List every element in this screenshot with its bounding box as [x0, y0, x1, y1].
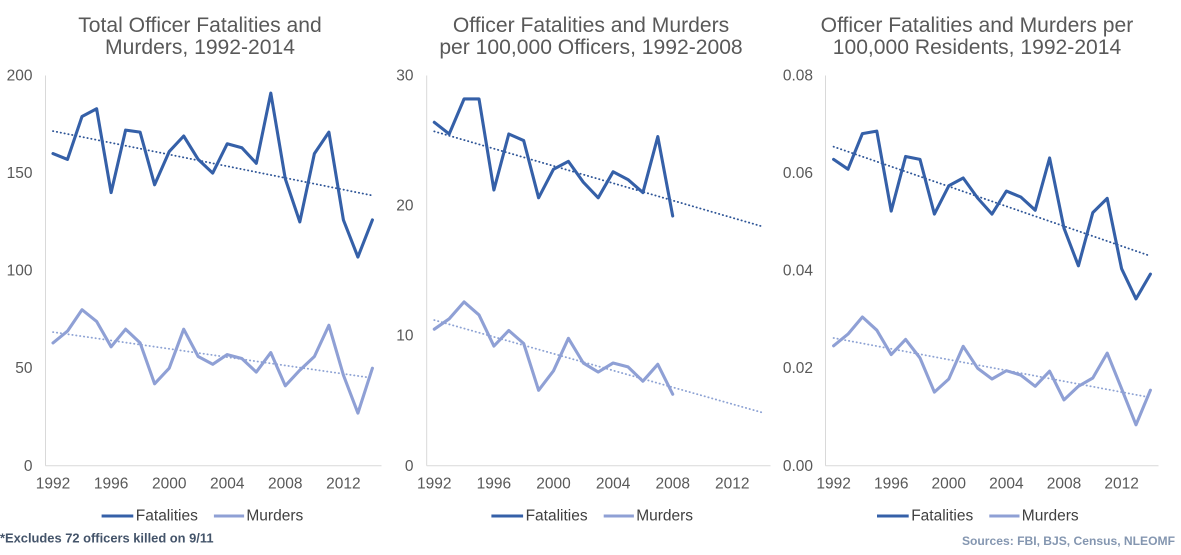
svg-text:Sources: FBI, BJS, Census, NLE: Sources: FBI, BJS, Census, NLEOMF [962, 534, 1175, 548]
svg-text:Fatalities: Fatalities [526, 507, 588, 524]
svg-text:150: 150 [7, 165, 33, 182]
svg-text:2000: 2000 [932, 476, 967, 493]
svg-text:0.00: 0.00 [783, 458, 814, 475]
svg-text:Murders: Murders [246, 507, 303, 524]
svg-text:30: 30 [396, 68, 414, 85]
svg-text:100: 100 [7, 263, 33, 280]
svg-text:1996: 1996 [874, 476, 908, 493]
svg-text:0.06: 0.06 [783, 165, 813, 182]
svg-text:Total Officer Fatalities and: Total Officer Fatalities and [78, 14, 321, 37]
svg-text:100,000 Residents, 1992-2014: 100,000 Residents, 1992-2014 [833, 36, 1122, 59]
svg-text:per 100,000 Officers, 1992-200: per 100,000 Officers, 1992-2008 [439, 36, 742, 59]
svg-text:2000: 2000 [536, 476, 571, 493]
svg-text:2000: 2000 [152, 476, 187, 493]
svg-text:1996: 1996 [477, 476, 511, 493]
svg-text:2012: 2012 [326, 476, 360, 493]
svg-text:2004: 2004 [210, 476, 245, 493]
svg-text:0: 0 [405, 458, 414, 475]
svg-text:Murders: Murders [636, 507, 693, 524]
svg-text:1996: 1996 [94, 476, 128, 493]
svg-text:2004: 2004 [596, 476, 631, 493]
svg-text:2008: 2008 [1047, 476, 1081, 493]
svg-text:Murders: Murders [1022, 507, 1079, 524]
svg-text:200: 200 [7, 68, 33, 85]
svg-text:1992: 1992 [816, 476, 850, 493]
svg-text:1992: 1992 [417, 476, 451, 493]
svg-text:Officer Fatalities and Murders: Officer Fatalities and Murders [453, 14, 729, 37]
svg-text:10: 10 [396, 328, 414, 345]
svg-text:Murders, 1992-2014: Murders, 1992-2014 [105, 36, 295, 59]
svg-text:0: 0 [24, 458, 33, 475]
svg-text:0.08: 0.08 [783, 68, 813, 85]
svg-text:Officer Fatalities and Murders: Officer Fatalities and Murders per [821, 14, 1134, 37]
svg-text:0.02: 0.02 [783, 360, 813, 377]
svg-text:Fatalities: Fatalities [136, 507, 198, 524]
svg-text:20: 20 [396, 198, 414, 215]
svg-text:Fatalities: Fatalities [911, 507, 973, 524]
svg-text:2008: 2008 [268, 476, 302, 493]
svg-text:2012: 2012 [1104, 476, 1138, 493]
svg-text:2012: 2012 [715, 476, 749, 493]
svg-text:50: 50 [15, 360, 33, 377]
svg-text:1992: 1992 [36, 476, 70, 493]
svg-text:2008: 2008 [655, 476, 689, 493]
svg-text:0.04: 0.04 [783, 263, 814, 280]
svg-text:*Excludes 72 officers killed o: *Excludes 72 officers killed on 9/11 [0, 531, 214, 546]
svg-text:2004: 2004 [989, 476, 1024, 493]
